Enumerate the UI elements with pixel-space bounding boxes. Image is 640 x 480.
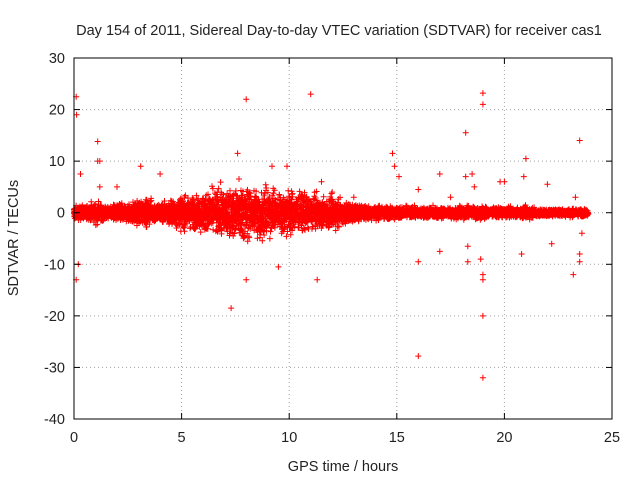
plot-frame	[73, 57, 613, 420]
data-points	[71, 90, 592, 381]
chart-title: Day 154 of 2011, Sidereal Day-to-day VTE…	[76, 23, 602, 39]
y-tick-label: 10	[49, 154, 65, 170]
axis-ticks: 0 5 10 15 20 25 -40 -30 -20 -10 0 10 20 30	[44, 51, 620, 446]
grid-lines	[74, 58, 612, 419]
y-tick-label: -10	[44, 257, 65, 273]
x-tick-label: 20	[496, 430, 512, 446]
scatter-markers	[71, 90, 592, 381]
x-tick-label: 0	[70, 430, 78, 446]
x-tick-label: 10	[281, 430, 297, 446]
y-tick-label: -30	[44, 360, 65, 376]
y-tick-label: -40	[44, 412, 65, 428]
y-tick-label: 30	[49, 51, 65, 67]
x-axis-label: GPS time / hours	[288, 459, 398, 475]
y-tick-label: 0	[57, 206, 65, 222]
x-tick-label: 5	[178, 430, 186, 446]
y-tick-label: 20	[49, 103, 65, 119]
x-tick-label: 15	[389, 430, 405, 446]
y-axis-label: SDTVAR / TECUs	[6, 180, 22, 296]
x-tick-label: 25	[604, 430, 620, 446]
y-tick-label: -20	[44, 309, 65, 325]
